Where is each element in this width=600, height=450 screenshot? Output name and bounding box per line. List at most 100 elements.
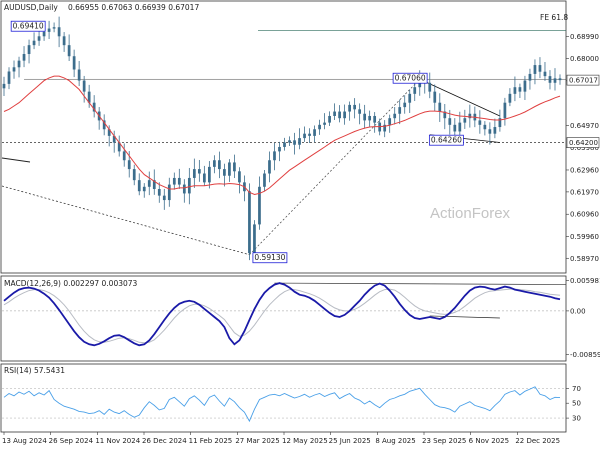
- candle-body: [503, 102, 507, 119]
- candle-body: [142, 186, 146, 192]
- candle-body: [32, 40, 36, 46]
- macd-y-tick-label: 0.00: [570, 307, 586, 315]
- candle-body: [558, 78, 562, 81]
- candle-body: [223, 169, 226, 176]
- fib-label: FE 61.8: [540, 13, 568, 22]
- x-tick-label: 13 Aug 2024: [2, 437, 47, 445]
- candle-body: [172, 177, 176, 185]
- price-y-tick-label: 0.64970: [570, 122, 599, 130]
- candle-body: [253, 224, 256, 254]
- candle-body: [418, 80, 422, 88]
- small-level-line: [1, 157, 31, 163]
- candle-body: [233, 162, 236, 172]
- candle-body: [368, 115, 372, 121]
- candle-body: [493, 127, 497, 134]
- watermark: ActionForex: [430, 205, 511, 222]
- candle-body: [77, 69, 81, 81]
- down-trend-dashed-line: [1, 185, 250, 256]
- price-y-tick-label: 0.59960: [570, 233, 599, 241]
- candle-body: [187, 177, 191, 194]
- candle-body: [147, 180, 151, 187]
- candle-body: [27, 45, 31, 55]
- candle-body: [42, 31, 46, 37]
- candle-body: [192, 169, 196, 178]
- candle-body: [288, 140, 291, 143]
- candle-body: [468, 113, 472, 119]
- candle-body: [2, 83, 6, 89]
- annotation-box: [392, 72, 428, 84]
- candle-body: [87, 91, 91, 103]
- price-header-ohlc: 0.66955 0.67063 0.66939 0.67017: [68, 3, 199, 12]
- candle-body: [463, 118, 467, 123]
- rsi-y-tick-label: 30: [572, 415, 581, 423]
- candle-body: [278, 146, 281, 152]
- macd-header: MACD(12,26,9) 0.002297 0.003073: [4, 279, 138, 288]
- x-tick-label: 26 Sep 2024: [49, 437, 94, 445]
- candle-body: [7, 71, 11, 84]
- candle-body: [428, 82, 432, 92]
- candle-body: [513, 87, 517, 94]
- candle-body: [213, 160, 216, 167]
- candle-body: [107, 129, 111, 136]
- price-y-tick-label: 0.60960: [570, 211, 599, 219]
- candle-body: [433, 91, 437, 103]
- candle-body: [177, 177, 181, 185]
- price-y-tick-label: 0.61970: [570, 188, 599, 196]
- candle-body: [22, 54, 26, 61]
- annotation-box: [428, 134, 464, 146]
- macd-series-macd: [3, 282, 561, 347]
- candle-body: [12, 67, 16, 72]
- x-tick-label: 27 Mar 2025: [235, 437, 279, 445]
- candle-body: [197, 169, 201, 174]
- price-y-tick-label: 0.63980: [570, 144, 599, 152]
- candle-body: [162, 195, 166, 201]
- rsi-series-line: [3, 386, 561, 423]
- candle-body: [328, 115, 331, 123]
- x-tick-label: 25 Jun 2025: [329, 437, 371, 445]
- candle-body: [273, 151, 276, 161]
- candle-body: [268, 160, 271, 174]
- candle-body: [358, 109, 362, 114]
- candle-body: [518, 87, 522, 92]
- candle-body: [533, 65, 537, 74]
- candle-body: [483, 124, 487, 130]
- candle-body: [403, 102, 407, 108]
- x-tick-label: 22 Dec 2025: [515, 437, 560, 445]
- price-header-symbol: AUDUSD,Daily: [4, 3, 58, 12]
- candle-body: [353, 104, 356, 110]
- candle-body: [228, 162, 231, 176]
- macd-series-signal: [3, 288, 561, 344]
- x-tick-label: 23 Sep 2025: [422, 437, 466, 445]
- candle-body: [208, 166, 211, 183]
- candle-body: [67, 45, 71, 57]
- candle-body: [453, 124, 457, 132]
- candle-body: [303, 133, 306, 139]
- macd-panel-frame: [0, 275, 567, 362]
- candle-body: [57, 27, 61, 37]
- rsi-layer: [2, 386, 566, 423]
- candle-body: [393, 113, 397, 119]
- candle-body: [528, 73, 532, 81]
- candle-body: [313, 129, 316, 136]
- level-price-box: [566, 137, 600, 148]
- annotation-label: 0.64260: [431, 136, 462, 145]
- candle-body: [508, 93, 512, 103]
- axis-layer: 0.689900.680000.669900.649700.639800.629…: [2, 33, 600, 445]
- candle-body: [157, 189, 161, 196]
- candle-body: [318, 124, 321, 130]
- candle-body: [548, 76, 552, 83]
- x-tick-label: 8 Aug 2025: [375, 437, 415, 445]
- price-layer: 0.69410 0.59130 0.67060 0.64260: [1, 16, 566, 264]
- candle-body: [238, 171, 241, 183]
- last-price-box: [566, 74, 600, 86]
- rsi-header: RSI(14) 57.5431: [4, 366, 65, 375]
- x-tick-label: 12 May 2025: [282, 437, 328, 445]
- candle-body: [348, 104, 351, 112]
- candle-body: [92, 102, 96, 112]
- price-panel-frame: [0, 0, 567, 274]
- candle-body: [283, 142, 286, 147]
- candle-body: [478, 120, 482, 125]
- annotation-box: [252, 252, 288, 264]
